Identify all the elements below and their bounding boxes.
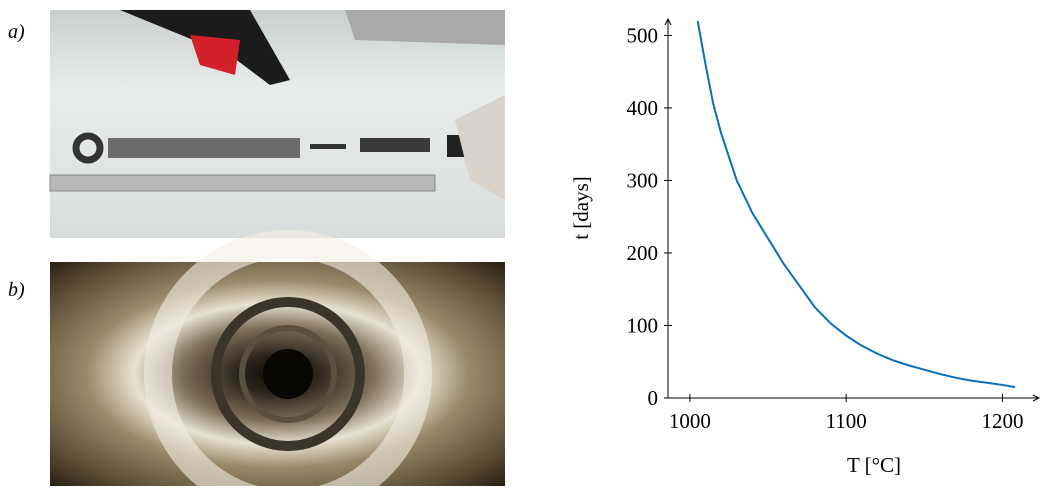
x-tick-label: 1000 xyxy=(669,409,711,433)
photo-b xyxy=(50,230,505,491)
x-axis-arrow xyxy=(1032,394,1040,402)
y-tick-label: 0 xyxy=(648,386,659,410)
panel-label: b) xyxy=(8,279,25,301)
x-axis-label: T [°C] xyxy=(847,453,901,477)
y-tick-label: 300 xyxy=(627,168,659,192)
y-axis-arrow xyxy=(664,17,672,26)
panel-label: a) xyxy=(8,21,25,43)
y-axis-label: t [days] xyxy=(569,176,593,240)
y-tick-label: 400 xyxy=(627,96,659,120)
y-tick-label: 200 xyxy=(627,241,659,265)
y-tick-label: 500 xyxy=(627,23,659,47)
x-tick-label: 1100 xyxy=(826,409,867,433)
y-tick-label: 100 xyxy=(627,313,659,337)
photo-a xyxy=(49,10,505,238)
line-series xyxy=(696,20,1016,389)
x-tick-label: 1200 xyxy=(981,409,1023,433)
